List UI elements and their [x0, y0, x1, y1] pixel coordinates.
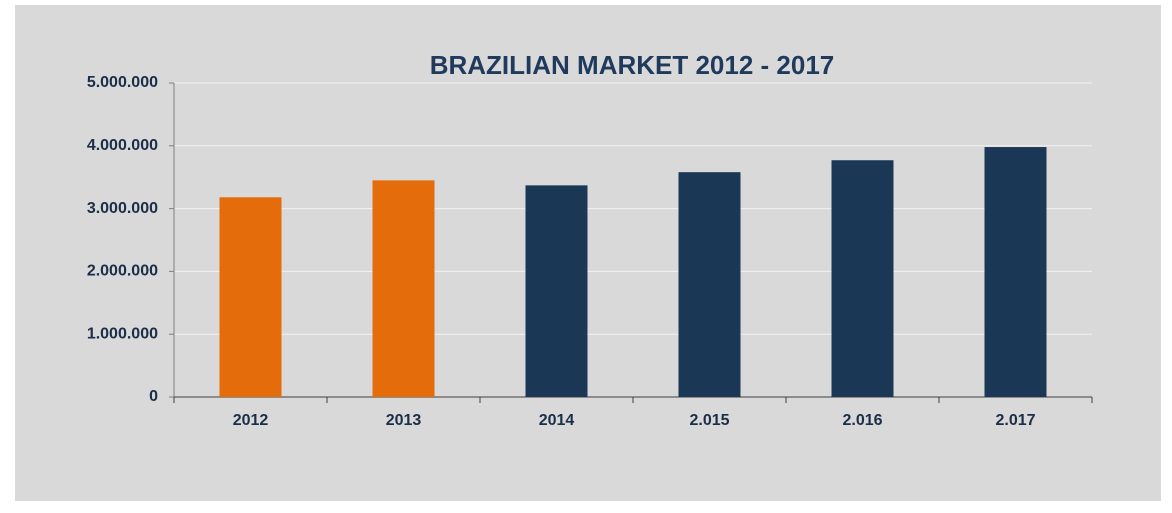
- x-tick-label: 2.015: [689, 412, 729, 429]
- y-tick-label: 2.000.000: [87, 263, 158, 280]
- bar: [372, 180, 435, 397]
- x-tick-label: 2.017: [995, 412, 1035, 429]
- chart-background: [15, 5, 1161, 501]
- x-tick-label: 2014: [539, 412, 575, 429]
- y-tick-label: 5.000.000: [87, 74, 158, 91]
- y-tick-label: 3.000.000: [87, 200, 158, 217]
- x-tick-label: 2.016: [842, 412, 882, 429]
- bar: [219, 197, 282, 397]
- bar: [525, 185, 588, 397]
- bar: [984, 147, 1047, 397]
- bar: [678, 172, 741, 397]
- x-tick-label: 2013: [386, 412, 422, 429]
- chart-title: BRAZILIAN MARKET 2012 - 2017: [430, 50, 835, 80]
- y-tick-label: 0: [149, 388, 158, 405]
- bar: [831, 160, 894, 397]
- x-tick-label: 2012: [233, 412, 269, 429]
- y-tick-label: 1.000.000: [87, 325, 158, 342]
- y-tick-label: 4.000.000: [87, 137, 158, 154]
